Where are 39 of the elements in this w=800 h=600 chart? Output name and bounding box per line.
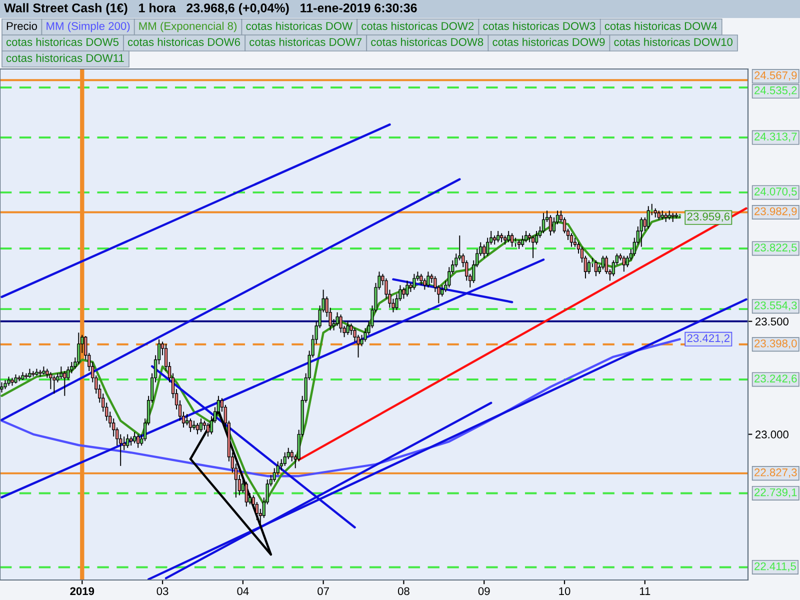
ref-line-label: 24.567,9	[754, 71, 797, 81]
text: cotas historicas DOW11	[6, 54, 124, 62]
text: cotas historicas DOW9	[492, 38, 605, 46]
text: MM (Simple 200)	[46, 22, 130, 32]
y-tick-label: 23.500	[756, 318, 788, 326]
text: MM (Exponencial 8)	[139, 22, 236, 32]
x-tick-label: 2019	[70, 587, 94, 596]
data-label: 23.421,2	[687, 334, 730, 344]
ref-line-label: 23.822,5	[754, 244, 797, 253]
text: cotas historicas DOW3	[483, 22, 596, 30]
chart-title: Wall Street Cash (1€) 1 hora 23.968,6 (+0,04%) 11-ene-2019 6:30:36	[4, 3, 417, 15]
text: cotas historicas DOW7	[250, 38, 362, 46]
text: cotas historicas DOW2	[362, 22, 474, 30]
text: cotas historicas DOW8	[371, 38, 484, 46]
x-tick-label: 09	[478, 587, 490, 596]
text: cotas historicas DOW10	[614, 38, 732, 46]
ref-line-label: 22.827,3	[754, 468, 797, 478]
ref-line-label: 23.554,3	[754, 301, 797, 311]
text: cotas historicas DOW	[246, 22, 353, 30]
text: cotas historicas DOW4	[604, 22, 718, 30]
y-tick-label: 23.000	[756, 430, 788, 438]
ref-line-label: 22.739,1	[754, 488, 797, 498]
text: cotas historicas DOW5	[6, 38, 119, 46]
x-tick-label: 04	[237, 587, 249, 596]
ref-line-label: 22.411,5	[754, 562, 796, 572]
ref-line-label: 24.070,5	[754, 188, 797, 197]
x-tick-label: 07	[318, 587, 329, 596]
ref-line-label: 24.535,2	[754, 86, 797, 96]
ref-line-label: 23.982,9	[754, 207, 797, 217]
text: cotas historicas DOW6	[128, 38, 240, 46]
text: Precio	[6, 22, 38, 30]
x-tick-label: 03	[156, 587, 168, 596]
ref-line-label: 23.398,0	[754, 339, 797, 349]
data-label: 23.959,6	[687, 212, 730, 222]
x-tick-label: 10	[559, 587, 570, 596]
ref-line-label: 24.313,7	[754, 132, 797, 142]
x-tick-label: 11	[640, 587, 650, 595]
x-tick-label: 08	[398, 587, 410, 596]
ref-line-label: 23.242,6	[754, 374, 797, 384]
